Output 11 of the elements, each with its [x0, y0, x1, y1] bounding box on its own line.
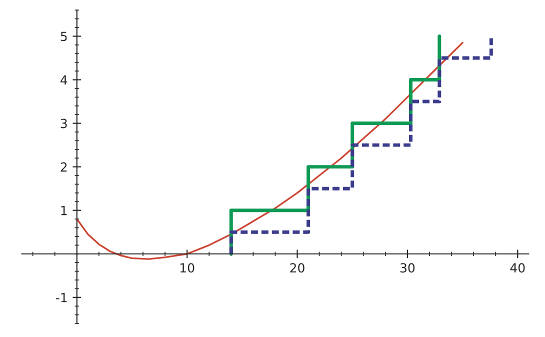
y-tick-label: 1 — [61, 206, 67, 216]
x-tick-label: 30 — [400, 263, 415, 273]
y-tick-label: -1 — [56, 293, 67, 302]
x-tick-label: 20 — [290, 263, 304, 273]
y-tick-label: 5 — [60, 32, 67, 42]
y-tick-label: 4 — [60, 75, 68, 85]
x-tick-label: 40 — [510, 263, 525, 273]
y-tick-label: 3 — [60, 118, 67, 128]
line-series — [76, 42, 464, 260]
y-tick-label: 2 — [60, 162, 67, 172]
x-tick-label: 10 — [180, 263, 194, 273]
